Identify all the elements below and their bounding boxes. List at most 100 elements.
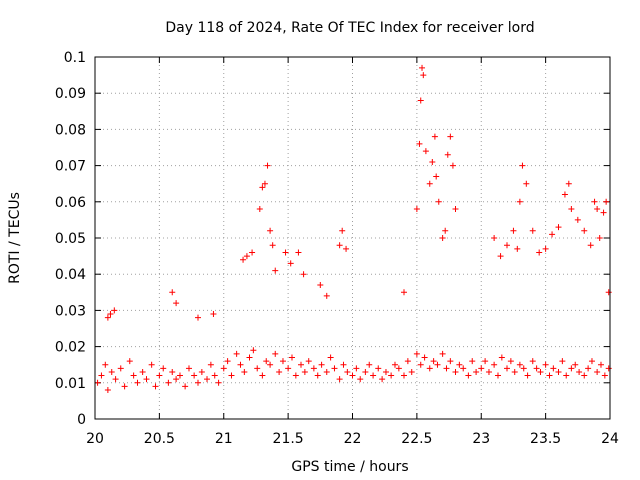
data-point — [108, 368, 115, 375]
data-point — [366, 361, 373, 368]
data-point — [263, 358, 270, 365]
x-axis-label: GPS time / hours — [291, 459, 408, 475]
data-point — [576, 368, 583, 375]
data-point — [121, 383, 128, 390]
data-point — [536, 249, 543, 256]
data-point — [143, 376, 150, 383]
data-point — [404, 358, 411, 365]
data-point — [134, 379, 141, 386]
data-point — [563, 372, 570, 379]
data-point — [447, 133, 454, 140]
data-point — [510, 227, 517, 234]
y-tick-label: 0.01 — [55, 376, 86, 392]
data-point — [419, 64, 426, 71]
data-point — [207, 361, 214, 368]
grid-lines — [95, 57, 610, 419]
data-point — [249, 249, 256, 256]
data-point — [173, 376, 180, 383]
data-point — [104, 387, 111, 394]
data-point — [279, 358, 286, 365]
data-point — [382, 368, 389, 375]
data-point — [107, 311, 114, 318]
data-point — [357, 376, 364, 383]
data-point — [431, 133, 438, 140]
data-point — [568, 206, 575, 213]
data-point — [379, 376, 386, 383]
data-point — [426, 365, 433, 372]
data-point — [603, 198, 610, 205]
x-tick-label: 23.5 — [530, 431, 561, 447]
data-point — [460, 365, 467, 372]
data-point — [605, 289, 612, 296]
data-point — [542, 245, 549, 252]
data-point — [426, 180, 433, 187]
data-point — [388, 372, 395, 379]
data-point — [442, 227, 449, 234]
data-point — [469, 358, 476, 365]
data-point — [165, 379, 172, 386]
data-point — [327, 354, 334, 361]
y-tick-label: 0.08 — [55, 122, 86, 138]
data-point — [130, 372, 137, 379]
y-tick-label: 0.06 — [55, 195, 86, 211]
data-point — [246, 354, 253, 361]
data-point — [401, 289, 407, 296]
y-tick-label: 0.03 — [55, 303, 86, 319]
data-point — [519, 162, 526, 169]
data-point — [434, 361, 441, 368]
data-point — [331, 365, 338, 372]
data-point — [421, 354, 428, 361]
data-point — [478, 365, 485, 372]
data-point — [169, 289, 176, 296]
data-point — [588, 358, 595, 365]
data-point — [295, 249, 302, 256]
data-point — [516, 361, 523, 368]
data-point — [139, 368, 146, 375]
data-point — [228, 372, 235, 379]
y-axis-label: ROTI / TECUs — [7, 192, 23, 284]
x-tick-label: 20 — [86, 431, 104, 447]
data-point — [559, 358, 566, 365]
plot-frame — [94, 56, 611, 420]
data-point — [504, 242, 510, 249]
data-point — [401, 372, 407, 379]
data-point — [572, 361, 579, 368]
data-point — [473, 368, 480, 375]
data-point — [323, 292, 330, 299]
data-point — [452, 368, 459, 375]
data-point — [520, 365, 527, 372]
data-point — [254, 365, 261, 372]
data-point — [111, 307, 118, 314]
data-point — [587, 242, 594, 249]
data-point — [287, 260, 294, 267]
data-point — [243, 253, 250, 260]
data-point — [300, 271, 307, 278]
data-point — [259, 372, 266, 379]
data-point — [237, 361, 244, 368]
data-point — [422, 148, 429, 155]
y-tick-label: 0.04 — [55, 267, 86, 283]
data-point — [94, 379, 101, 386]
data-point — [104, 314, 111, 321]
data-point — [443, 365, 450, 372]
data-point — [256, 206, 263, 213]
data-point — [198, 368, 205, 375]
data-point — [195, 379, 201, 386]
data-point — [152, 383, 159, 390]
data-point — [292, 372, 299, 379]
data-point — [591, 198, 598, 205]
data-points — [94, 64, 612, 394]
data-point — [220, 365, 227, 372]
data-point — [581, 227, 588, 234]
axis-ticks: 20 20.5 21 21.5 22 22.5 23 23.5 24 0 0.01 0.02 0.03 0… — [55, 50, 619, 447]
data-point — [416, 140, 423, 147]
x-tick-label: 24 — [601, 431, 619, 447]
data-point — [491, 361, 498, 368]
data-point — [336, 242, 343, 249]
data-point — [524, 372, 531, 379]
data-point — [317, 282, 324, 289]
data-point — [204, 376, 211, 383]
data-point — [224, 358, 231, 365]
data-point — [537, 368, 544, 375]
